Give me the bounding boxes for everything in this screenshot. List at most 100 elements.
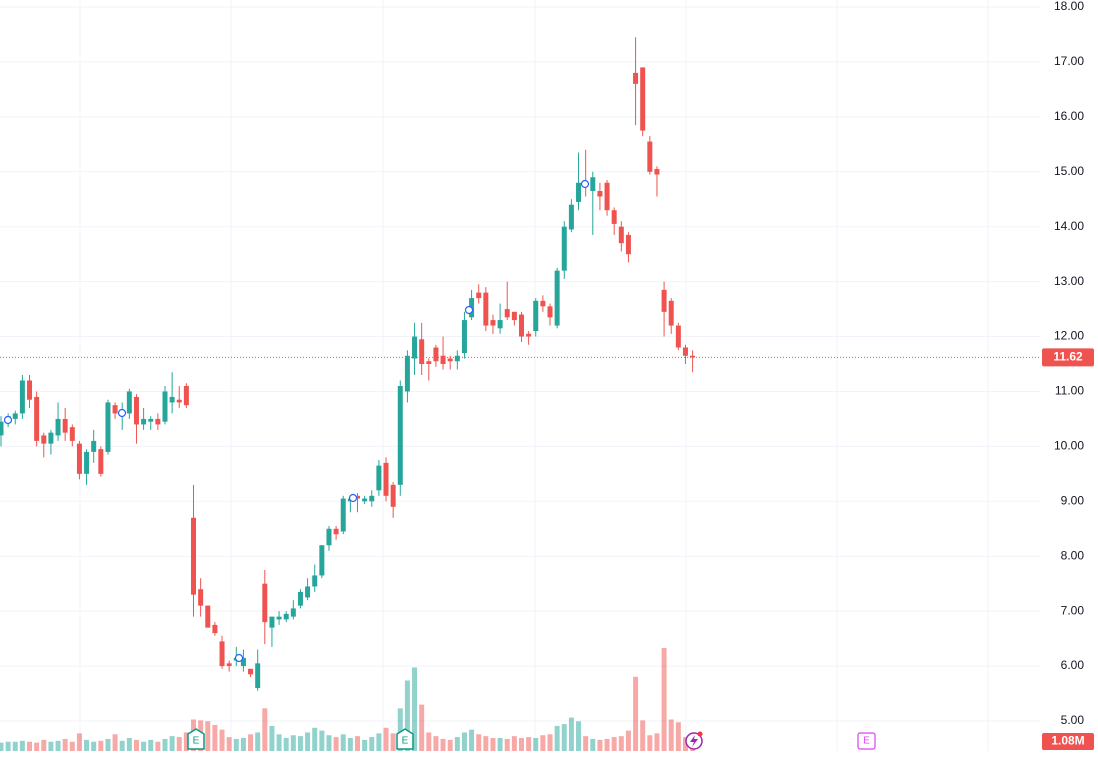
volume-bar — [355, 736, 360, 751]
volume-bar — [76, 733, 82, 751]
y-tick-label: 6.00 — [1061, 658, 1085, 672]
volume-bar — [155, 741, 161, 751]
candle-body — [390, 484, 396, 507]
volume-bar — [376, 733, 382, 751]
event-icon[interactable] — [464, 305, 474, 315]
candle-body — [290, 608, 296, 617]
volume-bar — [426, 732, 432, 751]
y-tick-label: 11.00 — [1055, 384, 1084, 398]
candle-body — [255, 663, 261, 689]
volume-bar — [276, 734, 282, 751]
volume-bar — [469, 729, 475, 751]
candle-body — [276, 616, 282, 620]
candle-body — [112, 405, 118, 414]
volume-bar — [404, 680, 410, 751]
candle-body — [597, 190, 603, 197]
earnings-badge[interactable] — [396, 728, 414, 750]
y-tick-label: 7.00 — [1061, 603, 1085, 617]
volume-bar — [604, 738, 610, 751]
volume-bar — [440, 738, 446, 751]
last-price-label: 11.62 — [1053, 350, 1083, 364]
candle-body — [590, 177, 596, 191]
candle-body — [625, 234, 631, 255]
earnings-badge[interactable] — [857, 732, 876, 750]
volume-bar — [369, 737, 375, 751]
candle-body — [240, 657, 246, 667]
candle-body — [62, 418, 68, 433]
volume-bar — [176, 737, 182, 751]
volume-bar — [383, 727, 389, 751]
volume-bar — [219, 729, 225, 751]
volume-bar — [226, 737, 232, 751]
candle-body — [98, 449, 104, 474]
y-tick-label: 17.00 — [1054, 54, 1084, 68]
candle-body — [248, 668, 254, 675]
candle-body — [376, 465, 382, 491]
volume-bar — [419, 704, 425, 751]
candle-body — [305, 586, 311, 598]
earnings-badge[interactable] — [187, 728, 205, 750]
candle-body — [369, 495, 375, 502]
dividend-icons — [3, 179, 590, 663]
volume-bar — [5, 741, 11, 751]
event-icon[interactable] — [117, 408, 127, 418]
volume-bar — [12, 741, 18, 751]
candle-body — [319, 545, 325, 576]
volume-bar — [397, 708, 403, 751]
volume-bar — [269, 725, 275, 751]
candle-body — [12, 413, 18, 419]
volume-bar — [540, 735, 546, 751]
candle-body — [55, 418, 61, 436]
volume-bar — [333, 737, 339, 751]
candle-body — [226, 663, 232, 667]
candle-body — [148, 418, 154, 422]
volume-bar — [390, 733, 396, 751]
volume-bar — [654, 733, 660, 751]
volume-bar — [297, 736, 303, 751]
volume-bar — [141, 741, 147, 751]
candle-body — [69, 427, 75, 441]
candle-body — [126, 391, 132, 414]
event-icon[interactable] — [234, 653, 244, 663]
volume-bar — [255, 732, 261, 751]
volume-bar — [98, 740, 104, 751]
y-tick-label: 13.00 — [1054, 274, 1084, 288]
event-icon[interactable] — [348, 493, 358, 503]
y-tick-label: 14.00 — [1054, 219, 1084, 233]
volume-bar — [568, 717, 574, 751]
volume-bar — [148, 739, 154, 751]
candle-body — [576, 182, 582, 202]
candle-body — [611, 210, 617, 224]
volume-bar — [561, 724, 567, 751]
volume-bar — [41, 739, 47, 751]
volume-bar — [454, 737, 460, 751]
candle-body — [326, 528, 332, 546]
candle-body — [554, 270, 560, 326]
candle-body — [675, 325, 681, 348]
volume-bar — [69, 741, 75, 751]
volume-bar — [647, 735, 653, 751]
volume-bar — [19, 740, 25, 751]
y-tick-label: 15.00 — [1054, 164, 1084, 178]
event-icon[interactable] — [3, 415, 13, 425]
candle-body — [440, 355, 446, 364]
volume-bar — [340, 734, 346, 751]
volume-bar — [497, 738, 503, 751]
candle-body — [133, 396, 139, 425]
y-tick-label: 16.00 — [1054, 109, 1084, 123]
news-bolt — [690, 735, 698, 747]
candle-body — [490, 320, 496, 326]
event-icon[interactable] — [580, 179, 590, 189]
candle-body — [618, 226, 624, 244]
earnings-label: E — [193, 736, 200, 747]
y-tick-label: 10.00 — [1054, 439, 1084, 453]
volume-bar — [162, 738, 168, 751]
volume-bar — [533, 738, 539, 751]
volume-bar — [518, 738, 524, 751]
candle-body — [297, 591, 303, 606]
volume-bar — [433, 736, 439, 751]
volume-bar — [590, 738, 596, 751]
volume-bar — [233, 738, 239, 751]
candle-body — [76, 443, 82, 474]
